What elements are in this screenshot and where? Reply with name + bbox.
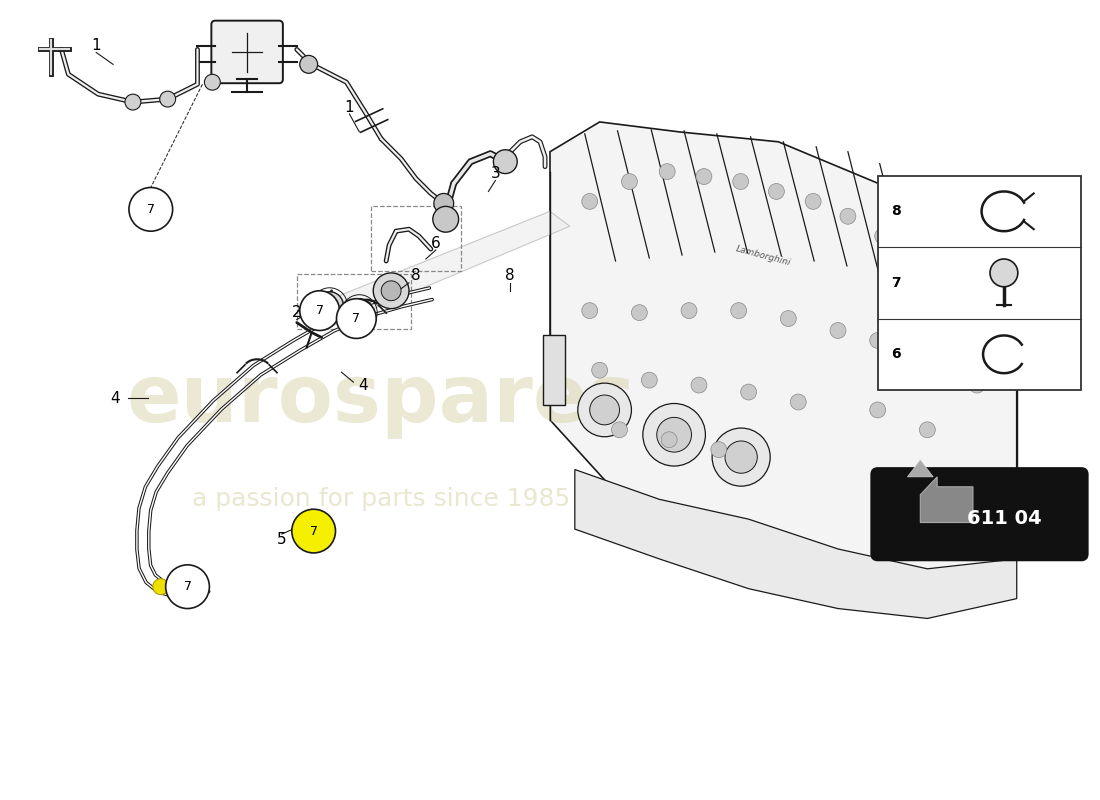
FancyBboxPatch shape <box>211 21 283 83</box>
Circle shape <box>125 94 141 110</box>
Circle shape <box>592 362 607 378</box>
Circle shape <box>337 298 376 338</box>
Text: Lamborghini: Lamborghini <box>735 244 792 268</box>
Text: 7: 7 <box>316 304 323 317</box>
Circle shape <box>382 281 402 301</box>
Circle shape <box>790 394 806 410</box>
Circle shape <box>661 432 678 448</box>
Circle shape <box>590 395 619 425</box>
Circle shape <box>160 91 176 107</box>
Circle shape <box>641 372 658 388</box>
Text: 1: 1 <box>91 38 101 53</box>
Circle shape <box>642 403 705 466</box>
Text: 6: 6 <box>891 347 901 362</box>
Circle shape <box>621 174 637 190</box>
Text: 4: 4 <box>110 390 120 406</box>
Circle shape <box>740 384 757 400</box>
Text: 8: 8 <box>506 268 515 283</box>
Circle shape <box>345 298 373 326</box>
Circle shape <box>712 428 770 486</box>
Text: 7: 7 <box>891 276 901 290</box>
Text: 4: 4 <box>359 378 369 393</box>
Text: 8: 8 <box>891 204 901 218</box>
Text: 8: 8 <box>411 268 420 283</box>
Circle shape <box>292 510 336 553</box>
Circle shape <box>725 441 757 474</box>
Text: 5: 5 <box>277 531 287 546</box>
Circle shape <box>582 194 597 210</box>
Polygon shape <box>543 335 565 405</box>
Text: 7: 7 <box>146 203 155 216</box>
Text: 7: 7 <box>352 312 361 325</box>
Circle shape <box>178 578 202 602</box>
Circle shape <box>578 383 631 437</box>
Circle shape <box>205 74 220 90</box>
Circle shape <box>920 352 935 368</box>
Circle shape <box>494 150 517 174</box>
Circle shape <box>153 578 168 594</box>
Circle shape <box>612 422 627 438</box>
Circle shape <box>691 377 707 393</box>
Text: 6: 6 <box>431 235 441 250</box>
Polygon shape <box>301 211 570 330</box>
Circle shape <box>830 322 846 338</box>
Circle shape <box>910 251 925 267</box>
Text: 7: 7 <box>310 525 318 538</box>
Circle shape <box>433 194 453 214</box>
Circle shape <box>299 55 318 74</box>
Circle shape <box>657 418 692 452</box>
Bar <box>878 175 1081 390</box>
Polygon shape <box>575 470 1016 618</box>
Circle shape <box>840 208 856 224</box>
Text: 2: 2 <box>292 305 301 320</box>
Text: 1: 1 <box>344 99 354 114</box>
Text: eurospares: eurospares <box>126 361 636 439</box>
Circle shape <box>870 333 886 348</box>
Circle shape <box>316 292 343 319</box>
FancyBboxPatch shape <box>871 469 1087 560</box>
Bar <box>372 206 461 271</box>
Circle shape <box>696 169 712 185</box>
Circle shape <box>166 565 209 609</box>
Circle shape <box>432 206 459 232</box>
Polygon shape <box>908 460 933 477</box>
Circle shape <box>769 183 784 199</box>
Circle shape <box>874 228 891 244</box>
Circle shape <box>711 442 727 458</box>
Text: 7: 7 <box>184 580 191 593</box>
Circle shape <box>733 174 749 190</box>
Circle shape <box>582 302 597 318</box>
Polygon shape <box>550 122 1016 598</box>
Circle shape <box>805 194 821 210</box>
Circle shape <box>659 164 675 179</box>
Text: a passion for parts since 1985: a passion for parts since 1985 <box>192 487 570 511</box>
Text: 3: 3 <box>491 166 501 181</box>
Circle shape <box>990 259 1018 286</box>
Circle shape <box>681 302 697 318</box>
Circle shape <box>631 305 647 321</box>
Circle shape <box>780 310 796 326</box>
Text: 611 04: 611 04 <box>967 509 1042 528</box>
Circle shape <box>870 402 886 418</box>
Circle shape <box>299 290 340 330</box>
Circle shape <box>129 187 173 231</box>
Polygon shape <box>921 477 972 522</box>
Circle shape <box>373 273 409 309</box>
Bar <box>297 274 411 329</box>
Circle shape <box>730 302 747 318</box>
Circle shape <box>969 377 984 393</box>
Circle shape <box>920 422 935 438</box>
